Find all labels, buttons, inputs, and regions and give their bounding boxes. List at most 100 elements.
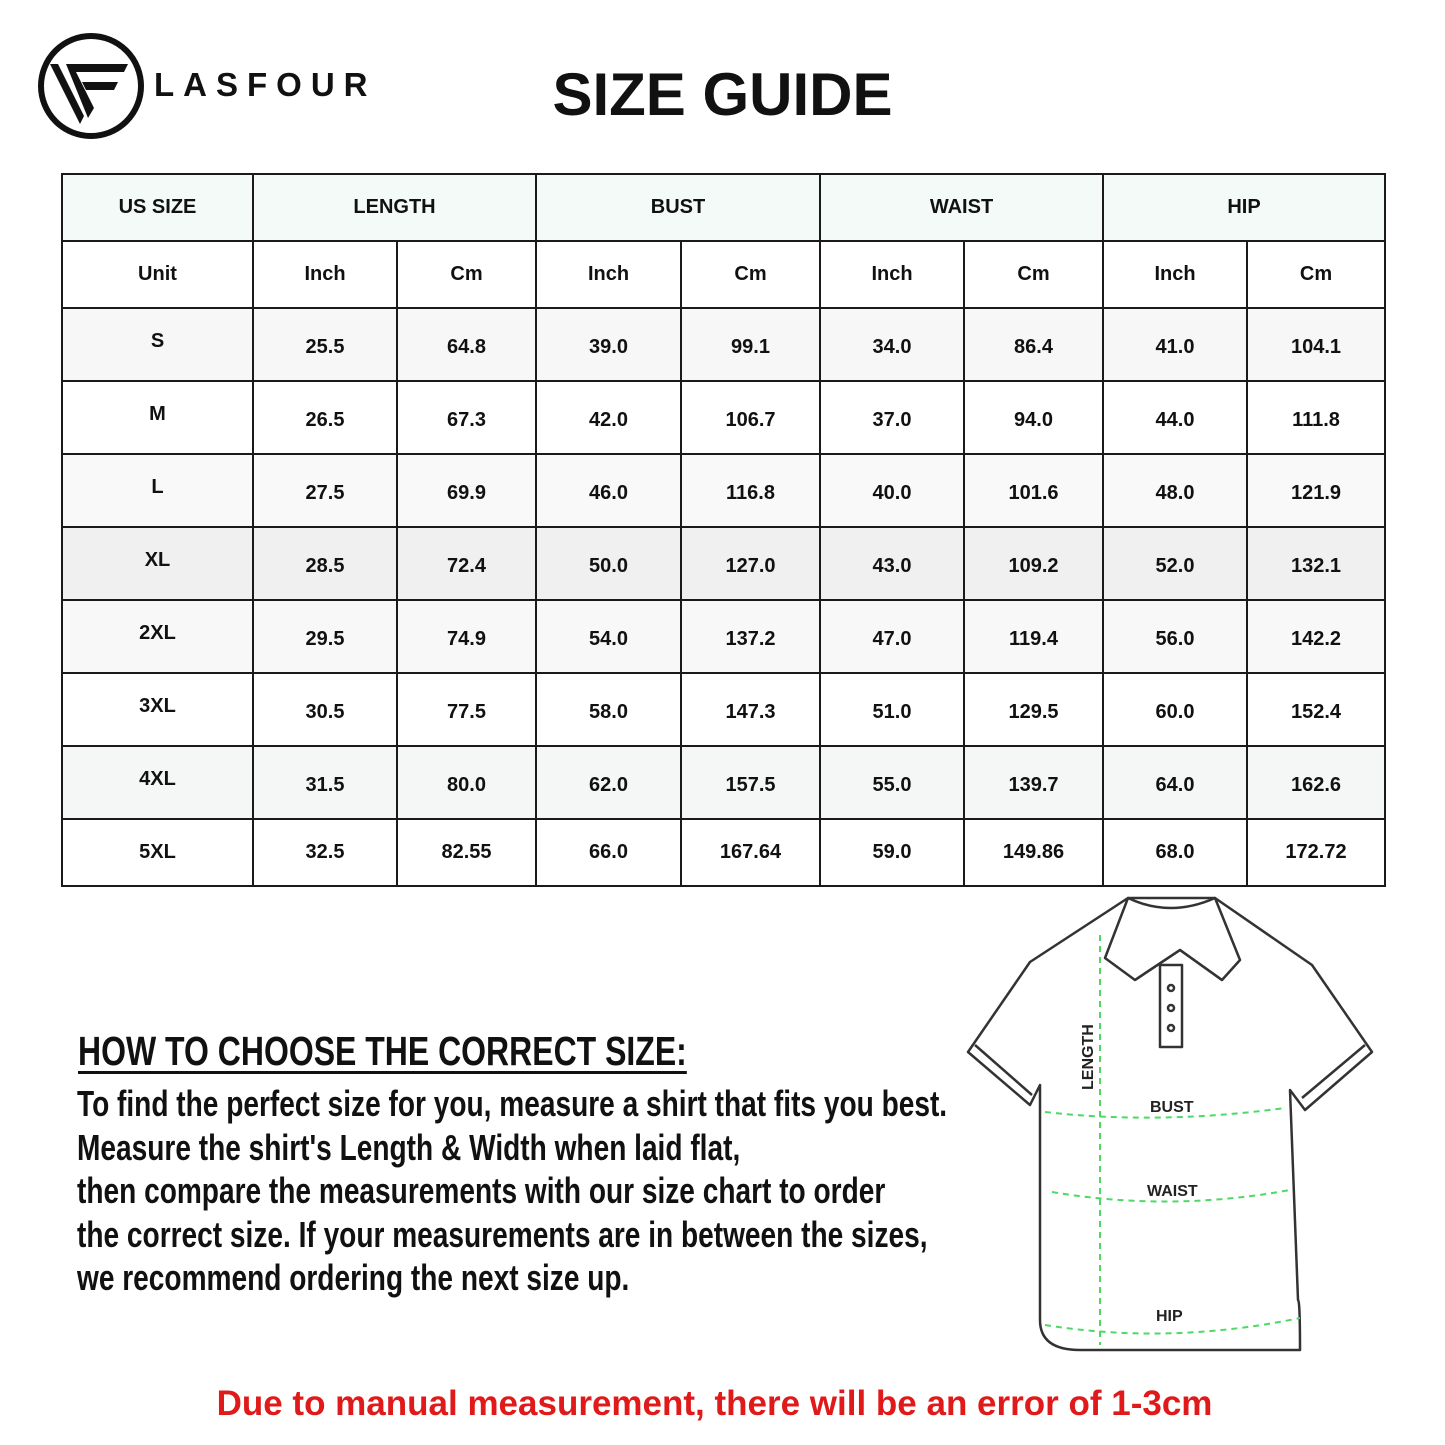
howto-heading: HOW TO CHOOSE THE CORRECT SIZE: [78, 1028, 687, 1074]
measurement-cell: 77.5 [396, 672, 537, 747]
header-hip: HIP [1102, 173, 1386, 242]
hip-label: HIP [1156, 1308, 1183, 1325]
measurement-cell: 137.2 [680, 599, 821, 674]
measurement-cell: 46.0 [535, 453, 682, 528]
measurement-cell: 132.1 [1246, 526, 1386, 601]
howto-line: Measure the shirt's Length & Width when … [77, 1126, 741, 1168]
measurement-cell: 94.0 [963, 380, 1104, 455]
measurement-cell: 28.5 [252, 526, 398, 601]
shirt-collar [1103, 896, 1242, 982]
measurement-cell: 162.6 [1246, 745, 1386, 820]
measurement-cell: 68.0 [1102, 818, 1248, 887]
measurement-cell: 52.0 [1102, 526, 1248, 601]
measurement-cell: 74.9 [396, 599, 537, 674]
size-row: XL 28.5 72.4 50.0 127.0 43.0 109.2 52.0 132.1 [61, 526, 1386, 601]
size-row: 3XL 30.5 77.5 58.0 147.3 51.0 129.5 60.0 152.4 [61, 672, 1386, 747]
measurement-cell: 50.0 [535, 526, 682, 601]
size-label-cell: S [61, 307, 254, 382]
unit-cell: Inch [252, 240, 398, 309]
measurement-cell: 129.5 [963, 672, 1104, 747]
howto-line: To find the perfect size for you, measur… [77, 1083, 948, 1124]
page-title: SIZE GUIDE [552, 61, 893, 128]
unit-cell: Unit [61, 240, 254, 309]
measurement-cell: 86.4 [963, 307, 1104, 382]
shirt-body [966, 896, 1374, 1352]
measurement-cell: 32.5 [252, 818, 398, 887]
measurement-cell: 54.0 [535, 599, 682, 674]
measurement-cell: 99.1 [680, 307, 821, 382]
unit-cell: Inch [819, 240, 965, 309]
measurement-cell: 26.5 [252, 380, 398, 455]
size-label-cell: 5XL [61, 818, 254, 887]
measurement-cell: 41.0 [1102, 307, 1248, 382]
measurement-cell: 40.0 [819, 453, 965, 528]
unit-cell: Inch [535, 240, 682, 309]
measurement-cell: 101.6 [963, 453, 1104, 528]
measurement-cell: 157.5 [680, 745, 821, 820]
measurement-cell: 119.4 [963, 599, 1104, 674]
measurement-cell: 29.5 [252, 599, 398, 674]
measurement-cell: 43.0 [819, 526, 965, 601]
lasfour-logo-icon [38, 33, 144, 139]
measurement-cell: 104.1 [1246, 307, 1386, 382]
measurement-cell: 27.5 [252, 453, 398, 528]
measurement-cell: 59.0 [819, 818, 965, 887]
waist-label: WAIST [1147, 1183, 1198, 1200]
measurement-cell: 152.4 [1246, 672, 1386, 747]
measurement-cell: 82.55 [396, 818, 537, 887]
measurement-cell: 58.0 [535, 672, 682, 747]
hip-measure-line [1044, 1317, 1301, 1335]
bust-measure-line [1044, 1107, 1286, 1119]
measurement-cell: 34.0 [819, 307, 965, 382]
brand-name: LASFOUR [154, 66, 377, 103]
measurement-cell: 30.5 [252, 672, 398, 747]
size-label-cell: 4XL [61, 745, 254, 820]
howto-line: we recommend ordering the next size up. [77, 1257, 630, 1298]
size-row: 2XL 29.5 74.9 54.0 137.2 47.0 119.4 56.0 142.2 [61, 599, 1386, 674]
length-label: LENGTH [1080, 1024, 1097, 1090]
howto-line: then compare the measurements with our s… [77, 1170, 886, 1211]
measurement-cell: 121.9 [1246, 453, 1386, 528]
size-label-cell: XL [61, 526, 254, 601]
measurement-cell: 37.0 [819, 380, 965, 455]
measurement-cell: 80.0 [396, 745, 537, 820]
measurement-cell: 39.0 [535, 307, 682, 382]
size-label-cell: 3XL [61, 672, 254, 747]
measurement-cell: 47.0 [819, 599, 965, 674]
measurement-cell: 64.8 [396, 307, 537, 382]
howto-text: To find the perfect size for you, measur… [77, 1082, 947, 1300]
measurement-cell: 149.86 [963, 818, 1104, 887]
header-length: LENGTH [252, 173, 537, 242]
measurement-cell: 62.0 [535, 745, 682, 820]
measurement-cell: 60.0 [1102, 672, 1248, 747]
measurement-cell: 42.0 [535, 380, 682, 455]
measurement-cell: 56.0 [1102, 599, 1248, 674]
unit-cell: Cm [680, 240, 821, 309]
measurement-cell: 72.4 [396, 526, 537, 601]
header-waist: WAIST [819, 173, 1104, 242]
measurement-cell: 127.0 [680, 526, 821, 601]
size-table: US SIZE LENGTH BUST WAIST HIP Unit Inch … [61, 173, 1386, 887]
measurement-cell: 69.9 [396, 453, 537, 528]
unit-cell: Cm [1246, 240, 1386, 309]
measurement-cell: 172.72 [1246, 818, 1386, 887]
measurement-cell: 51.0 [819, 672, 965, 747]
unit-row: Unit Inch Cm Inch Cm Inch Cm Inch Cm [61, 240, 1386, 309]
measurement-cell: 44.0 [1102, 380, 1248, 455]
measurement-cell: 66.0 [535, 818, 682, 887]
measurement-cell: 48.0 [1102, 453, 1248, 528]
size-label-cell: 2XL [61, 599, 254, 674]
size-row: S 25.5 64.8 39.0 99.1 34.0 86.4 41.0 104.1 [61, 307, 1386, 382]
group-header-row: US SIZE LENGTH BUST WAIST HIP [61, 173, 1386, 242]
size-label-cell: M [61, 380, 254, 455]
header-us-size: US SIZE [61, 173, 254, 242]
measurement-cell: 147.3 [680, 672, 821, 747]
header-bust: BUST [535, 173, 821, 242]
bust-label: BUST [1150, 1099, 1194, 1116]
measurement-cell: 109.2 [963, 526, 1104, 601]
measurement-cell: 106.7 [680, 380, 821, 455]
measurement-cell: 31.5 [252, 745, 398, 820]
measurement-cell: 64.0 [1102, 745, 1248, 820]
unit-cell: Inch [1102, 240, 1248, 309]
howto-line: the correct size. If your measurements a… [77, 1213, 928, 1255]
